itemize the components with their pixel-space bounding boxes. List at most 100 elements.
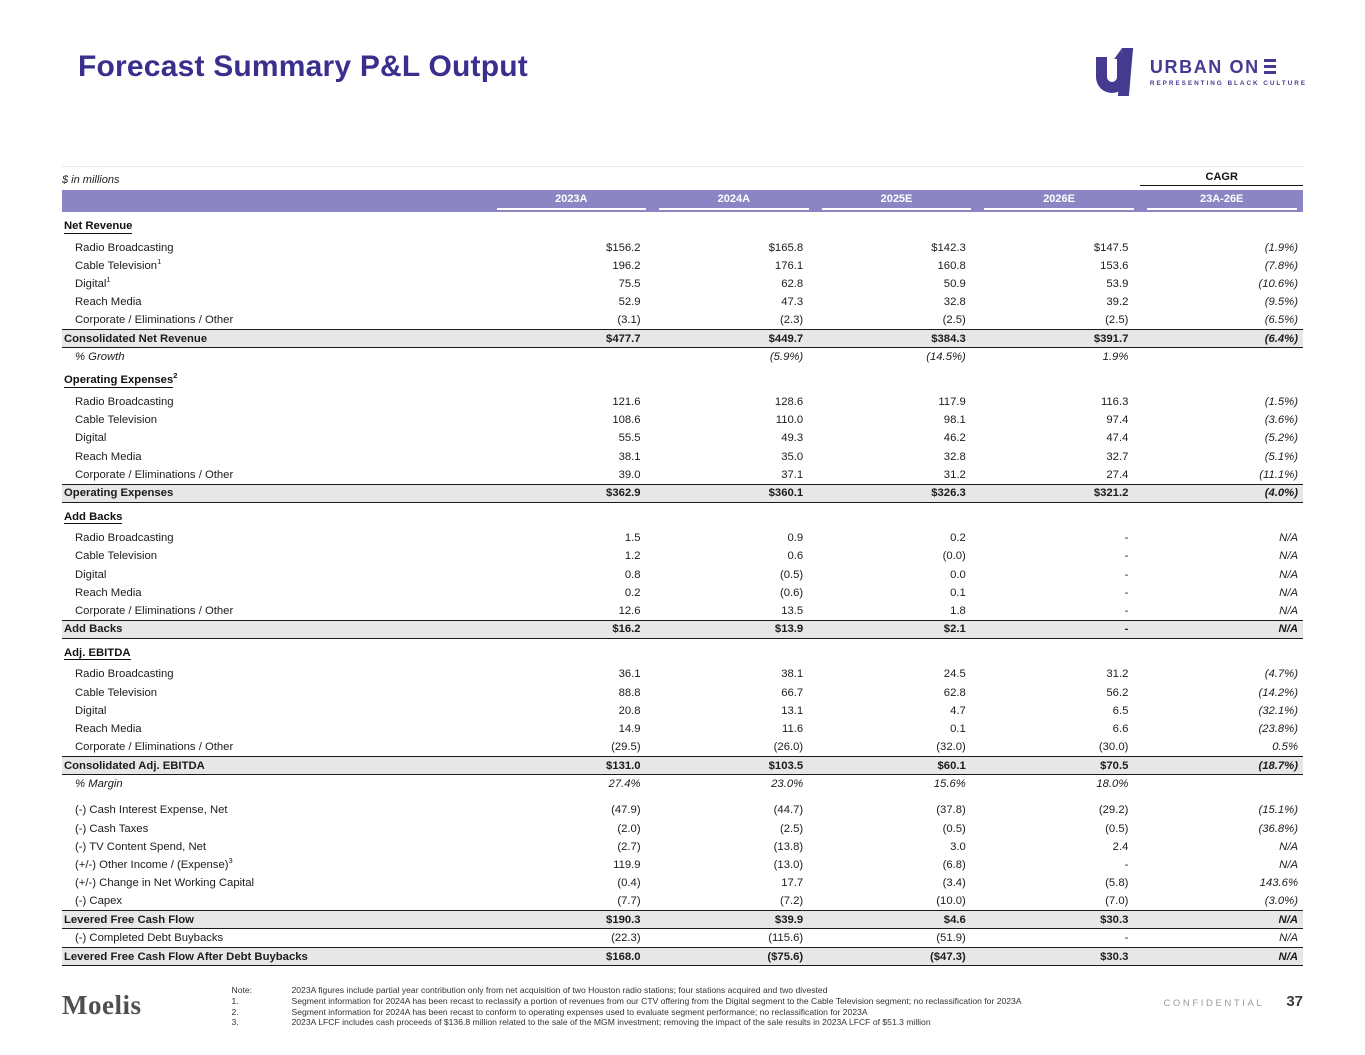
cell-2023A: 0.2 (624, 586, 641, 599)
cell-2026E: $70.5 (1100, 759, 1129, 772)
table-section: (-) Cash Interest Expense, Net (47.9) (44.… (62, 801, 1303, 967)
row-label: Cable Television (75, 550, 158, 563)
cell-2025E: 46.2 (943, 432, 966, 445)
table-row: Digital 0.8 (0.5) 0.0 - N/A (62, 566, 1303, 584)
cell-2024A: (0.5) (779, 568, 804, 581)
confidential-label: CONFIDENTIAL (1163, 998, 1265, 1009)
cell-2024A: 176.1 (774, 259, 804, 272)
table-row: (+/-) Other Income / (Expense)3 119.9 (13.… (62, 856, 1303, 874)
cell-2025E: 3.0 (950, 840, 966, 853)
cell-2023A: $477.7 (606, 332, 641, 345)
brand-name-text: URBAN ON (1149, 56, 1260, 77)
cell-2025E: $326.3 (931, 487, 966, 500)
cell-2024A: 0.9 (787, 532, 804, 545)
cell-23A-26E: (36.8%) (1258, 822, 1298, 835)
cell-2026E: 53.9 (1106, 277, 1129, 290)
cell-2026E: (29.2) (1098, 804, 1129, 817)
cell-2024A: $165.8 (768, 241, 804, 254)
cell-2025E: $384.3 (931, 332, 966, 345)
cell-2025E: 32.8 (943, 296, 966, 309)
cell-2026E: $30.3 (1100, 913, 1129, 926)
cell-2023A: (7.7) (617, 895, 641, 908)
row-label: % Margin (75, 778, 123, 791)
table-row: Cable Television 108.6 110.0 98.1 97.4 (3.6%) (62, 411, 1303, 429)
cell-2024A: 62.8 (781, 277, 804, 290)
cell-2025E: 0.1 (950, 586, 966, 599)
cell-23A-26E: N/A (1279, 550, 1298, 563)
section-header: Net Revenue (62, 220, 1303, 239)
table-section: Add Backs Radio Broadcasting 1.5 0.9 0.2 - N/A… (62, 510, 1303, 639)
row-label: Corporate / Eliminations / Other (75, 605, 234, 617)
cell-2026E: - (1124, 858, 1129, 871)
cell-2025E: (3.4) (942, 877, 966, 890)
cell-2025E: (10.0) (936, 895, 966, 908)
brand-tagline: REPRESENTING BLACK CULTURE (1149, 79, 1307, 87)
page-title: Forecast Summary P&L Output (78, 50, 528, 83)
cell-2024A: 128.6 (774, 396, 804, 409)
brand-name: URBAN ON (1150, 58, 1307, 76)
cell-2024A: (26.0) (773, 741, 804, 754)
row-label: Operating Expenses (64, 487, 174, 500)
cell-2023A: 75.5 (618, 277, 641, 290)
cell-2025E: (6.8) (942, 858, 966, 871)
page-number: 37 (1286, 993, 1303, 1010)
footnote-ref: 3 (228, 856, 233, 866)
cell-2025E: 4.7 (950, 704, 966, 717)
column-header-2023A: 2023A (490, 190, 653, 212)
footnotes: Note: 2023A figures include partial year … (231, 985, 1103, 1028)
cell-2024A: 13.5 (781, 605, 804, 617)
cell-23A-26E: (5.1%) (1264, 450, 1298, 463)
cell-2023A: 55.5 (618, 432, 641, 445)
row-label: Adj. EBITDA (64, 646, 131, 661)
confidential-block: CONFIDENTIAL 37 (1163, 993, 1303, 1010)
cell-2025E: $60.1 (937, 759, 966, 772)
column-header-2026E: 2026E (978, 190, 1141, 212)
cell-2026E: $30.3 (1100, 950, 1129, 963)
cell-23A-26E: N/A (1279, 840, 1298, 853)
table-row: Reach Media 38.1 35.0 32.8 32.7 (5.1%) (62, 447, 1303, 465)
cell-2023A: 38.1 (618, 450, 641, 463)
cell-2026E: 6.5 (1112, 704, 1129, 717)
cell-2023A: 108.6 (612, 414, 641, 427)
cell-23A-26E: (3.6%) (1264, 414, 1298, 427)
cell-23A-26E: (4.0%) (1264, 487, 1298, 500)
cell-23A-26E: (10.6%) (1258, 277, 1298, 290)
cell-2026E: - (1124, 623, 1129, 636)
cell-2026E: 56.2 (1106, 686, 1129, 699)
table-row: Consolidated Adj. EBITDA $131.0 $103.5 $60.… (62, 756, 1303, 776)
cell-2024A: $13.9 (774, 623, 804, 636)
cell-2023A: 119.9 (613, 858, 641, 871)
cell-2025E: $4.6 (943, 913, 966, 926)
cell-23A-26E: N/A (1279, 858, 1298, 871)
cell-2024A: 13.1 (781, 704, 804, 717)
cell-2025E: 117.9 (938, 396, 966, 409)
table-row: Digital 20.8 13.1 4.7 6.5 (32.1%) (62, 702, 1303, 720)
table-row: Corporate / Eliminations / Other 12.6 13.5… (62, 602, 1303, 620)
row-label: Consolidated Net Revenue (64, 332, 208, 345)
cell-23A-26E: (1.5%) (1264, 396, 1298, 409)
column-header-2025E: 2025E (815, 190, 978, 212)
cell-2024A: (5.9%) (769, 351, 804, 364)
cell-2024A: (44.7) (773, 804, 804, 817)
row-label: Cable Television (75, 686, 158, 699)
cell-23A-26E: N/A (1278, 950, 1298, 963)
table-row: Radio Broadcasting 1.5 0.9 0.2 - N/A (62, 529, 1303, 547)
cell-23A-26E: (11.1%) (1259, 468, 1298, 481)
cell-2024A: $39.9 (774, 913, 804, 926)
row-label: (+/-) Change in Net Working Capital (75, 877, 255, 890)
cell-2023A: (22.3) (611, 932, 641, 945)
row-label: Reach Media (75, 723, 142, 736)
cell-2024A: (13.0) (773, 858, 804, 871)
row-label: Digital1 (75, 275, 111, 290)
table-row: Cable Television 88.8 66.7 62.8 56.2 (14.2%) (62, 684, 1303, 702)
cell-2023A: 1.2 (624, 550, 641, 563)
cell-23A-26E: N/A (1279, 586, 1298, 599)
row-label: Radio Broadcasting (75, 532, 174, 545)
table-row: Cable Television 1.2 0.6 (0.0) - N/A (62, 547, 1303, 565)
column-header-23A-26E: 23A-26E (1140, 190, 1303, 212)
cell-2023A: (29.5) (611, 741, 641, 754)
table-row: Levered Free Cash Flow After Debt Buybac… (62, 947, 1303, 967)
table-row: Reach Media 52.9 47.3 32.8 39.2 (9.5%) (62, 293, 1303, 311)
row-label: Corporate / Eliminations / Other (75, 741, 234, 754)
cell-2025E: 32.8 (943, 450, 966, 463)
